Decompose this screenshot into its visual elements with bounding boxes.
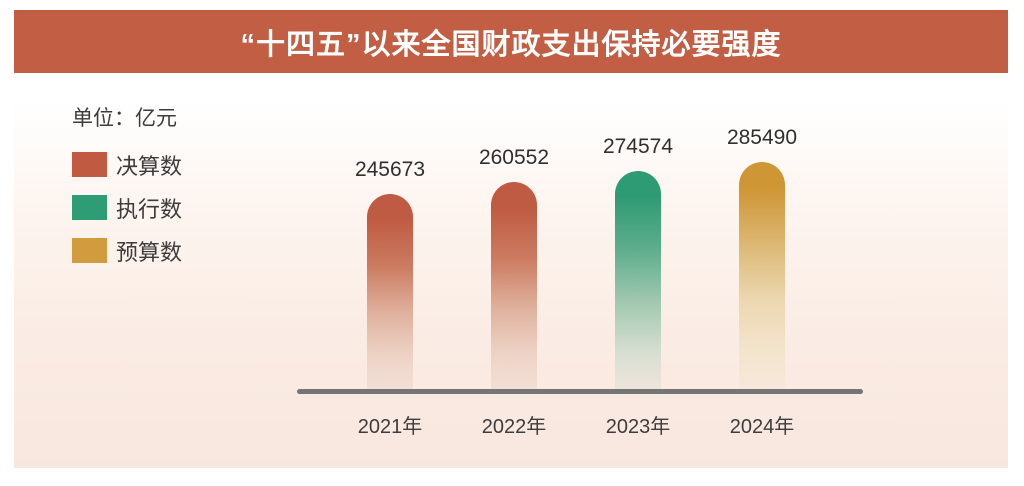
bar-value-label-2022年: 260552	[478, 146, 550, 169]
x-tick-label-2024年: 2024年	[729, 416, 795, 438]
bar-value-label-2021年: 245673	[354, 158, 426, 181]
bar-2023年	[615, 171, 661, 392]
x-tick-label-2023年: 2023年	[605, 416, 671, 438]
legend-item-预算数: 预算数	[72, 238, 182, 265]
x-tick-label-2022年: 2022年	[481, 416, 547, 438]
legend-item-执行数: 执行数	[72, 195, 182, 222]
bar-value-label-2024年: 285490	[726, 126, 798, 149]
legend-label: 预算数	[116, 239, 183, 265]
bar-2022年	[491, 182, 537, 392]
bar-2021年	[367, 194, 413, 392]
x-tick-label-2021年: 2021年	[357, 416, 423, 438]
bar-value-label-2023年: 274574	[602, 135, 674, 158]
legend-swatch-执行数	[72, 195, 107, 220]
bar-2024年	[739, 162, 785, 392]
legend-swatch-决算数	[72, 152, 107, 177]
unit-label: 单位：亿元	[72, 107, 177, 130]
plot-area: 245673 2021年 260552 2022年 274574 2023年 285490 2…	[14, 10, 1008, 468]
legend-label: 执行数	[116, 196, 183, 222]
x-axis-line	[297, 389, 863, 394]
legend: 决算数 执行数 预算数	[72, 152, 292, 282]
title-bar: “十四五”以来全国财政支出保持必要强度	[14, 10, 1008, 73]
chart-title: “十四五”以来全国财政支出保持必要强度	[240, 28, 782, 61]
legend-swatch-预算数	[72, 238, 107, 263]
legend-label: 决算数	[116, 153, 183, 179]
legend-item-决算数: 决算数	[72, 152, 182, 179]
chart-card: “十四五”以来全国财政支出保持必要强度 单位：亿元 决算数执行数预算数 2456…	[14, 10, 1008, 468]
